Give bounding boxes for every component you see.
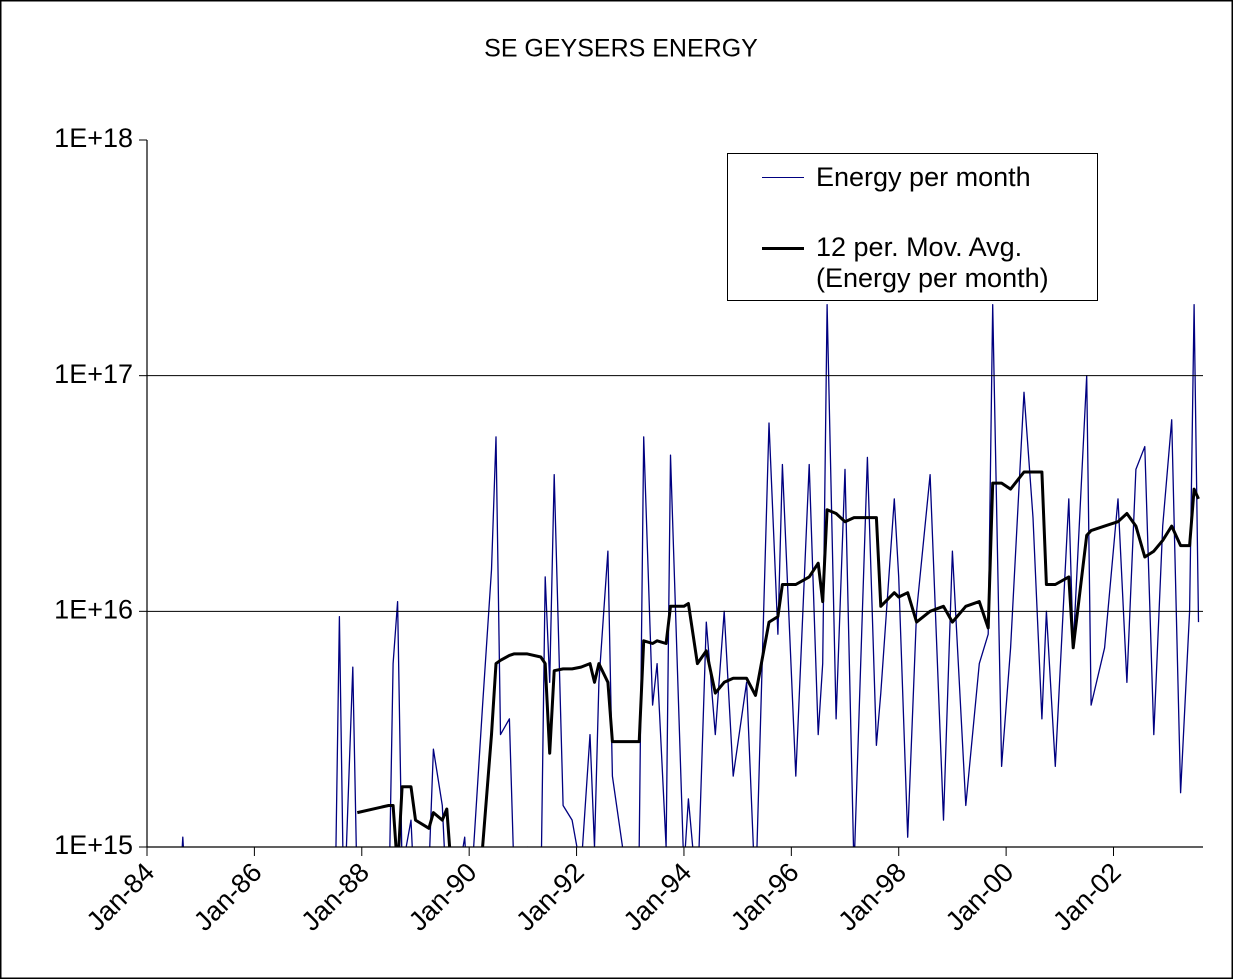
- series-line: [181, 304, 1200, 847]
- y-tick-label: 1E+15: [54, 830, 133, 860]
- legend-label: Energy per month: [816, 162, 1031, 192]
- legend-swatch: [762, 177, 804, 178]
- series-line: [356, 470, 1200, 847]
- legend-label: 12 per. Mov. Avg. (Energy per month): [816, 232, 1049, 293]
- y-tick-label: 1E+16: [54, 594, 133, 624]
- chart-title: SE GEYSERS ENERGY: [484, 35, 758, 63]
- legend-swatch: [762, 247, 804, 250]
- plot-lines: [181, 304, 1200, 847]
- legend: Energy per month 12 per. Mov. Avg. (Energ…: [727, 153, 1098, 301]
- y-tick-label: 1E+17: [54, 359, 133, 389]
- y-tick-label: 1E+18: [54, 123, 133, 153]
